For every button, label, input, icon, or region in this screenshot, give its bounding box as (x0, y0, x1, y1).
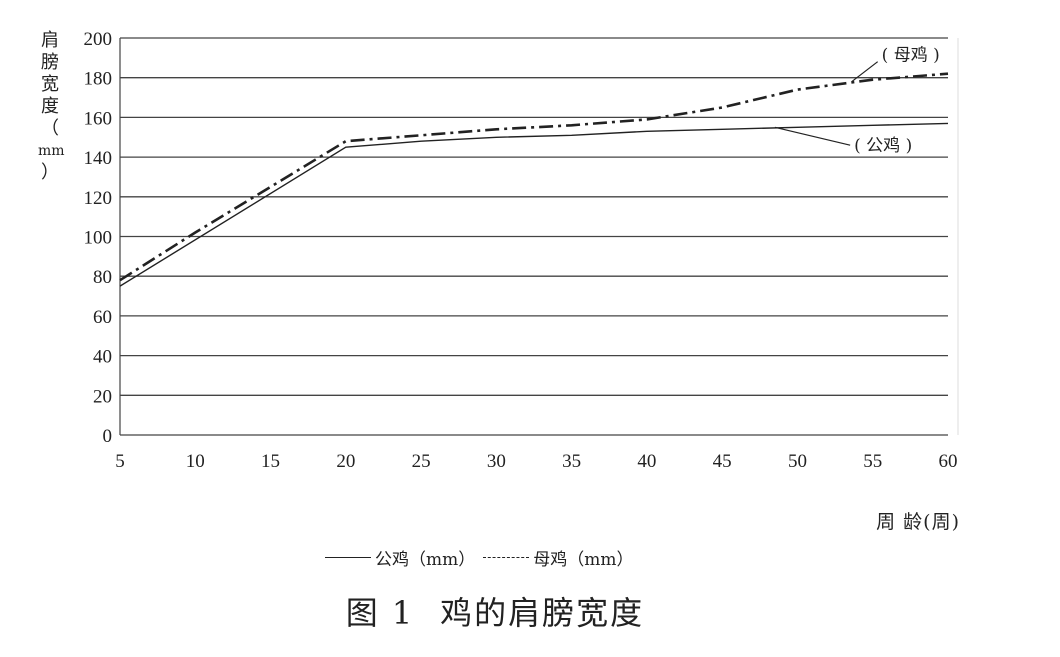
x-tick-label: 25 (412, 451, 431, 472)
x-tick-label: 55 (863, 451, 882, 472)
y-tick-label: 180 (84, 69, 113, 90)
y-tick-label: 200 (84, 29, 113, 50)
y-tick-label: 160 (84, 108, 113, 129)
figure-caption: 图 1 鸡的肩膀宽度 (0, 588, 990, 634)
x-tick-label: 10 (186, 451, 205, 472)
y-tick-label: 140 (84, 148, 113, 169)
x-tick-label: 30 (487, 451, 506, 472)
annotations: ( 母鸡 ) ( 公鸡 ) (774, 46, 940, 156)
x-tick-label: 60 (939, 451, 958, 472)
series-line-rooster (119, 122, 949, 287)
x-tick-label: 15 (261, 451, 280, 472)
y-tick-label: 100 (84, 228, 113, 249)
x-tick-label: 20 (336, 451, 355, 472)
y-tick-label: 0 (103, 426, 113, 447)
caption-title: 鸡的肩膀宽度 (440, 594, 645, 632)
x-tick-label: 45 (713, 451, 732, 472)
y-tick-label: 80 (93, 267, 112, 288)
y-tick-label: 20 (93, 386, 112, 407)
caption-number: 1 (391, 594, 415, 632)
x-tick-label: 5 (115, 451, 125, 472)
annotation-hen: ( 母鸡 ) (882, 46, 940, 66)
legend: 公鸡（mm） 母鸡（mm） (325, 545, 634, 570)
y-axis-label: 肩 膀 宽 度 （ mm ） (38, 30, 65, 184)
ylabel-char: 度 (41, 96, 59, 117)
ylabel-char: ） (41, 162, 59, 183)
legend-swatch-solid (325, 557, 371, 558)
x-tick-label: 35 (562, 451, 581, 472)
annotation-rooster: ( 公鸡 ) (854, 136, 912, 156)
leader-line-hen (851, 61, 879, 83)
leader-line-rooster (774, 126, 851, 146)
caption-label: 图 (345, 594, 380, 632)
x-tick-label: 40 (637, 451, 656, 472)
series-line-hen (119, 72, 949, 282)
ylabel-char: （ (41, 118, 59, 139)
series-lines (119, 72, 949, 287)
y-tick-label: 40 (93, 347, 112, 368)
y-tick-label: 120 (84, 188, 113, 209)
line-chart: 0 20 40 60 80 100 120 140 160 180 200 5 10 15 20 25 30 3… (84, 29, 959, 472)
y-axis-ticks: 0 20 40 60 80 100 120 140 160 180 200 (84, 29, 113, 447)
x-axis-ticks: 5 10 15 20 25 30 35 40 45 50 55 60 (115, 451, 957, 472)
ylabel-char: mm (38, 143, 65, 159)
y-tick-label: 60 (93, 307, 112, 328)
ylabel-char: 肩 (41, 30, 59, 51)
x-tick-label: 50 (788, 451, 807, 472)
ylabel-char: 宽 (41, 74, 59, 95)
grid-lines (119, 37, 959, 436)
x-axis-label: 周 龄(周) (876, 511, 960, 533)
legend-swatch-dashdot (483, 557, 530, 558)
legend-label-hen: 母鸡（mm） (533, 550, 634, 570)
legend-label-rooster: 公鸡（mm） (375, 550, 476, 570)
ylabel-char: 膀 (41, 52, 59, 73)
